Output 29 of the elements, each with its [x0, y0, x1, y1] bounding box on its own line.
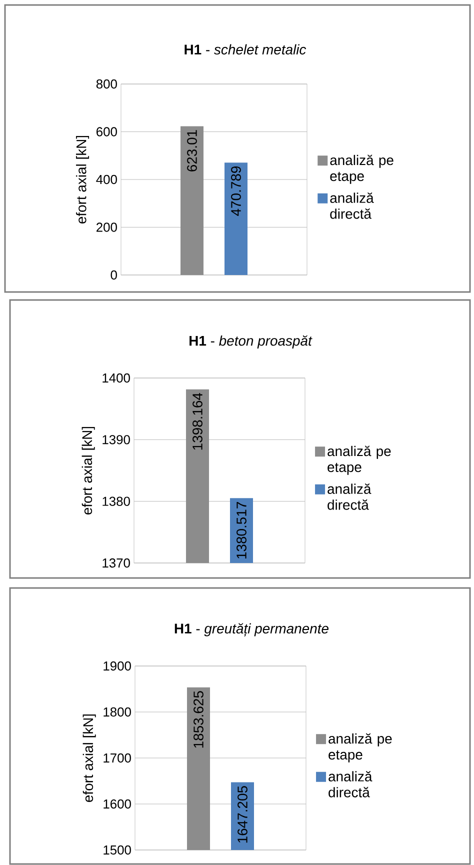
y-tick-label: 1900 — [104, 661, 131, 671]
data-label: 1398.164 — [192, 392, 202, 450]
legend-label: analiză directă — [328, 770, 372, 798]
y-tick-label: 200 — [96, 222, 117, 232]
y-tick-label: 1800 — [104, 707, 131, 717]
y-axis-title: efort axial [kN] — [76, 136, 90, 224]
y-tick-label: 600 — [96, 127, 117, 136]
chart-title: H1 - beton proaspăt — [190, 335, 312, 348]
y-tick-label: 1390 — [102, 435, 130, 444]
legend-label: analiză directă — [330, 192, 374, 219]
data-label: 470.789 — [231, 166, 241, 216]
legend-label: analiză directă — [328, 483, 372, 510]
chart-title: H1 - schelet metalic — [184, 44, 306, 54]
data-label: 1853.625 — [194, 691, 204, 748]
y-tick-label: 1370 — [102, 558, 130, 568]
y-axis-title: efort axial [kN] — [82, 714, 96, 802]
y-axis-title: efort axial [kN] — [82, 426, 95, 514]
chart-title: H1 - greutăți permanente — [174, 623, 328, 636]
y-tick-label: 1600 — [104, 799, 131, 809]
data-label: 1647.205 — [238, 786, 248, 843]
y-tick-label: 1500 — [104, 845, 131, 855]
y-tick-label: 400 — [96, 174, 117, 184]
data-label: 623.01 — [187, 130, 197, 172]
y-tick-label: 0 — [110, 270, 117, 280]
y-tick-label: 1380 — [102, 496, 130, 506]
data-label: 1380.517 — [236, 502, 246, 558]
y-tick-label: 800 — [96, 79, 117, 89]
y-tick-label: 1400 — [102, 373, 130, 383]
y-tick-label: 1700 — [104, 753, 131, 763]
